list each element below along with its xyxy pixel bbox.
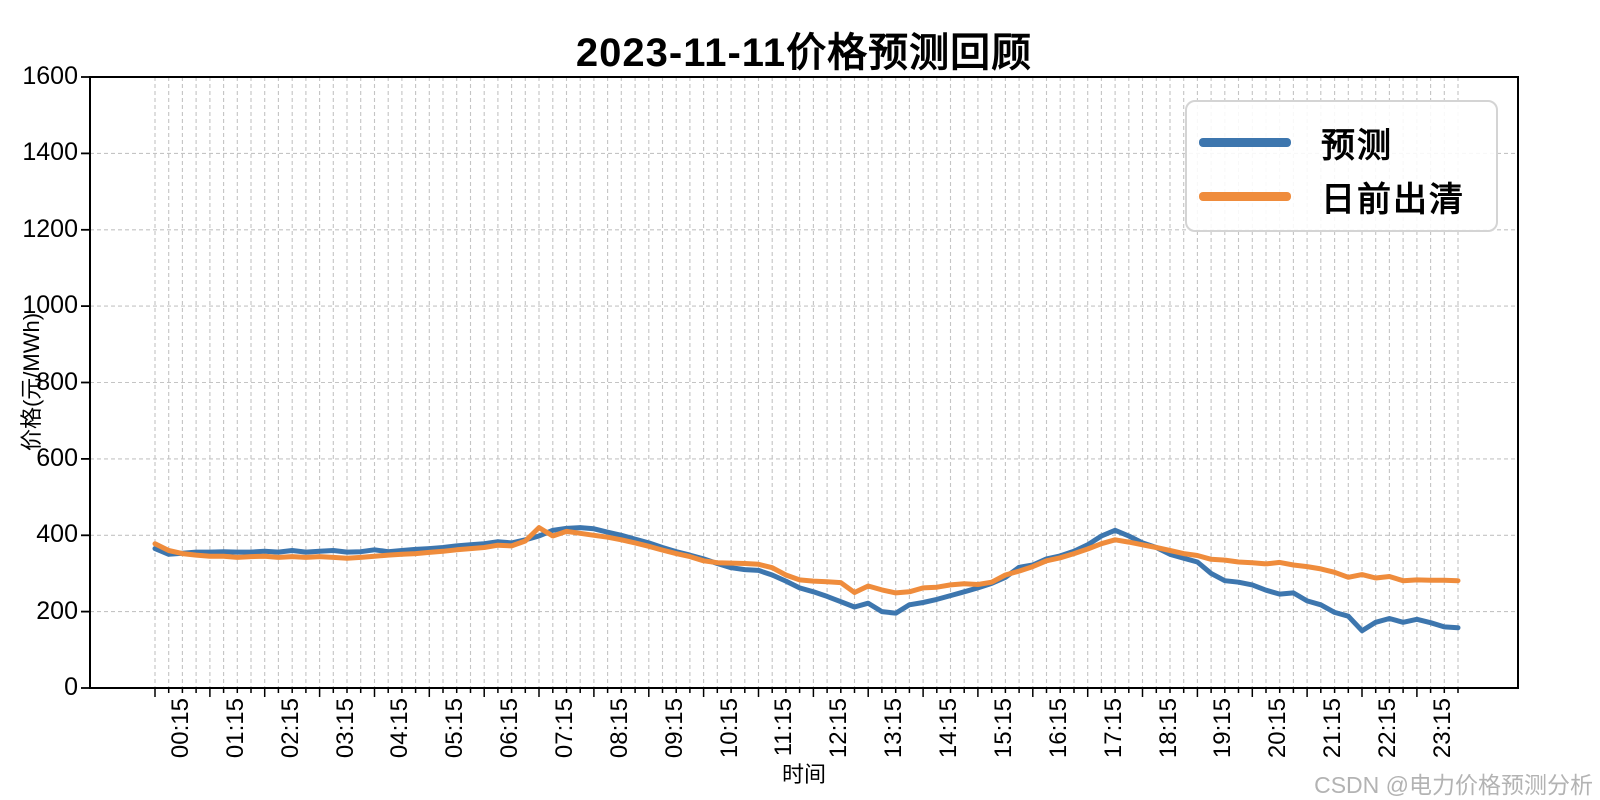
legend-label-dayahead: 日前出清 (1321, 180, 1465, 219)
x-tick-label: 21:15 (1319, 698, 1347, 759)
x-tick-label: 12:15 (825, 698, 853, 759)
x-axis-label: 时间 (781, 762, 826, 787)
x-tick-label: 02:15 (276, 698, 304, 759)
x-tick-label: 20:15 (1264, 698, 1292, 759)
x-tick-label: 03:15 (331, 698, 359, 759)
x-tick-label: 19:15 (1209, 698, 1237, 759)
forecast-line-swatch (1199, 137, 1291, 147)
x-tick-label: 22:15 (1373, 698, 1401, 759)
x-tick-label: 16:15 (1044, 698, 1072, 759)
x-tick-label: 15:15 (989, 698, 1017, 759)
dayahead-line-swatch (1199, 191, 1291, 201)
y-tick-label: 200 (36, 596, 78, 625)
x-tick-label: 11:15 (770, 698, 798, 757)
legend-item-forecast: 预测 (1199, 116, 1496, 168)
x-tick-label: 05:15 (441, 698, 469, 759)
x-tick-label: 04:15 (386, 698, 414, 759)
x-tick-label: 01:15 (221, 698, 249, 759)
x-tick-label: 00:15 (167, 698, 194, 759)
legend-label-forecast: 预测 (1321, 126, 1393, 165)
plot-frame (89, 76, 1519, 689)
x-tick-label: 09:15 (660, 698, 688, 759)
x-tick-label: 23:15 (1428, 698, 1456, 759)
y-tick-label: 600 (36, 443, 78, 472)
x-tick-label: 06:15 (496, 698, 524, 759)
y-tick-label: 400 (36, 520, 78, 549)
watermark: CSDN @电力价格预测分析 (1314, 772, 1593, 798)
x-tick-label: 08:15 (605, 698, 633, 759)
series-line-dayahead (152, 525, 1461, 596)
y-tick-label: 1200 (22, 214, 78, 243)
legend: 预测 日前出清 (1185, 100, 1498, 232)
x-tick-label: 13:15 (880, 698, 908, 759)
y-tick-label: 1600 (22, 62, 78, 90)
y-tick-label: 1000 (22, 291, 78, 320)
x-tick-label: 17:15 (1099, 698, 1127, 759)
x-tick-label: 18:15 (1154, 698, 1182, 759)
y-tick-label: 800 (36, 367, 78, 396)
y-tick-label: 0 (64, 673, 78, 701)
y-tick-label: 1400 (22, 138, 78, 167)
series-line-forecast (152, 525, 1461, 634)
legend-item-dayahead: 日前出清 (1199, 170, 1496, 222)
x-tick-label: 10:15 (715, 698, 743, 759)
chart-title: 2023-11-11价格预测回顾 (575, 31, 1033, 75)
x-tick-label: 07:15 (551, 698, 579, 759)
x-tick-label: 14:15 (935, 698, 963, 759)
